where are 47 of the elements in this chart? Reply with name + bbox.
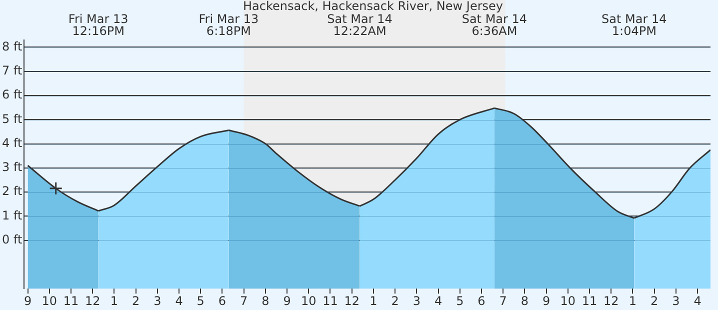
x-tick-label: 3 [672,294,680,308]
x2-tick-label: Fri Mar 13 12:16PM [68,12,128,38]
x-tick-label: 11 [322,294,338,308]
x-tick-label: 1 [628,294,637,308]
x2-tick-label: Sat Mar 14 6:36AM [462,12,528,38]
x-tick-label: 5 [196,294,204,308]
y-tick-label: 1 ft [2,208,22,222]
x-tick-label: 12 [84,294,100,308]
x-tick-label: 9 [24,294,32,308]
x-tick-label: 8 [520,294,529,308]
x2-tick-label: Sat Mar 14 12:22AM [327,12,392,38]
x-tick-label: 2 [391,294,399,308]
x-tick-label: 4 [694,294,702,308]
x-tick-label: 9 [542,294,550,308]
x-tick-label: 2 [650,294,658,308]
x-tick-label: 10 [560,294,576,308]
x-tick-label: 1 [110,294,118,308]
x-tick-label: 9 [283,294,291,308]
x-tick-label: 11 [63,294,79,308]
x-tick-label: 2 [132,294,140,308]
y-tick-label: 2 ft [2,184,22,198]
x-tick-label: 6 [478,294,486,308]
x-tick-label: 10 [301,294,316,308]
x-tick-label: 6 [218,294,226,308]
x-tick-label: 3 [154,294,162,308]
x-tick-label: 7 [240,294,248,308]
y-tick-label: 5 ft [2,112,22,126]
x-tick-label: 10 [42,294,58,308]
x-tick-label: 1 [370,294,378,308]
y-tick-label: 7 ft [2,64,22,78]
x-tick-label: 12 [344,294,360,308]
x-tick-label: 4 [434,294,442,308]
x-tick-label: 11 [582,294,598,308]
x-tick-label: 3 [412,294,420,308]
x-tick-label: 5 [456,294,464,308]
x-tick-label: 7 [499,294,507,308]
y-tick-label: 8 ft [2,39,22,54]
y-tick-label: 6 ft [2,88,22,102]
chart-title: Hackensack, Hackensack River, New Jersey [242,0,504,14]
x2-tick-label: Sat Mar 14 1:04PM [602,12,667,38]
y-tick-label: 0 ft [2,232,22,246]
x2-tick-label: Fri Mar 13 6:18PM [198,12,259,38]
x-tick-label: 4 [175,294,183,308]
x-tick-label: 8 [262,294,270,308]
y-tick-label: 4 ft [2,136,22,150]
x-tick-label: 12 [603,294,619,308]
y-tick-label: 3 ft [2,160,22,174]
